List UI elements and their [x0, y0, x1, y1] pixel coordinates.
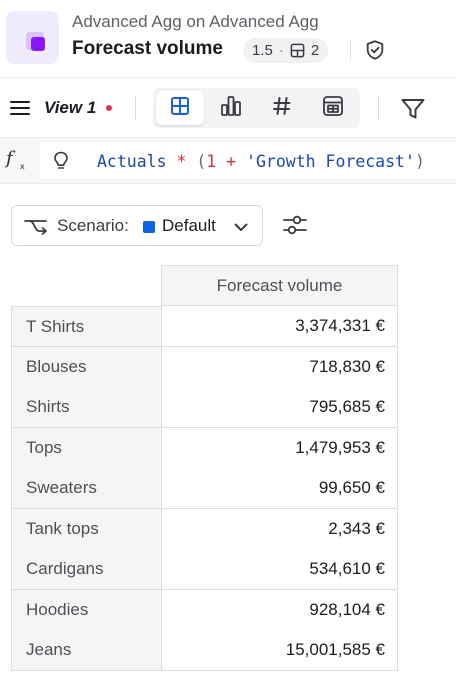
- view-mode-chart-button[interactable]: [207, 91, 255, 125]
- formula-number-literal: 1: [206, 152, 217, 171]
- table-row: Blouses 718,830 €: [11, 346, 398, 388]
- scenario-value: Default: [162, 216, 216, 235]
- row-label[interactable]: Shirts: [11, 387, 162, 428]
- sheets-icon: [290, 43, 305, 58]
- fx-icon: f: [6, 148, 13, 169]
- row-label[interactable]: T Shirts: [11, 306, 162, 347]
- toolbar-divider: [135, 96, 136, 120]
- toolbar-divider-right: [378, 96, 379, 120]
- row-value[interactable]: 2,343 €: [161, 508, 398, 550]
- version-number: 1.5: [252, 42, 273, 59]
- sliders-icon[interactable]: [282, 213, 308, 242]
- row-value[interactable]: 534,610 €: [161, 549, 398, 590]
- formula-string-literal: 'Growth Forecast': [246, 152, 415, 171]
- bar-chart-icon: [220, 95, 242, 122]
- view-mode-group: [153, 88, 360, 128]
- row-value[interactable]: 928,104 €: [161, 589, 398, 631]
- row-label[interactable]: Cardigans: [11, 549, 162, 590]
- formula-multiply-operator: *: [176, 152, 187, 171]
- formula-open-paren: (: [196, 152, 207, 171]
- chevron-down-icon: [234, 220, 248, 238]
- table-row: T Shirts 3,374,331 €: [11, 306, 398, 347]
- scenario-branch-icon: [24, 218, 48, 241]
- scenario-dropdown[interactable]: Scenario: Default: [11, 205, 263, 246]
- table-row: Cardigans 534,610 €: [11, 549, 398, 590]
- row-label[interactable]: Blouses: [11, 346, 162, 388]
- hamburger-menu-icon[interactable]: [10, 99, 30, 122]
- table-row: Jeans 15,001,585 €: [11, 630, 398, 671]
- row-label[interactable]: Hoodies: [11, 589, 162, 631]
- column-header[interactable]: Forecast volume: [161, 265, 398, 306]
- row-value[interactable]: 718,830 €: [161, 346, 398, 388]
- table-row: Hoodies 928,104 €: [11, 589, 398, 631]
- app-logo-front-square: [31, 37, 45, 51]
- table-row: Tops 1,479,953 €: [11, 427, 398, 469]
- scenario-color-swatch: [143, 221, 155, 233]
- version-pill[interactable]: 1.5 · 2: [243, 38, 329, 63]
- sheet-count: 2: [310, 42, 320, 59]
- table-row: Sweaters 99,650 €: [11, 468, 398, 509]
- view-mode-number-button[interactable]: [258, 91, 306, 125]
- formula-bar: f x Actuals * (1 + 'Growth Forecast'): [0, 138, 456, 184]
- scenario-label: Scenario:: [57, 216, 129, 235]
- table-row: Shirts 795,685 €: [11, 387, 398, 428]
- table-calc-icon: [322, 95, 344, 122]
- shield-check-icon[interactable]: [364, 39, 386, 66]
- page-subtitle: Advanced Agg on Advanced Agg: [72, 12, 319, 31]
- grid-icon: [170, 96, 190, 121]
- app-header: Advanced Agg on Advanced Agg Forecast vo…: [0, 0, 456, 78]
- row-label[interactable]: Sweaters: [11, 468, 162, 509]
- table-row: Tank tops 2,343 €: [11, 508, 398, 550]
- view-mode-grid-button[interactable]: [156, 91, 204, 125]
- fx-icon-subscript: x: [20, 162, 25, 171]
- row-value[interactable]: 1,479,953 €: [161, 427, 398, 469]
- header-divider: [350, 40, 351, 60]
- unsaved-indicator: [106, 105, 112, 111]
- row-label[interactable]: Tops: [11, 427, 162, 469]
- filter-icon[interactable]: [400, 97, 426, 126]
- formula-expression[interactable]: Actuals * (1 + 'Growth Forecast'): [97, 152, 425, 171]
- formula-close-paren: ): [414, 152, 425, 171]
- version-separator: ·: [278, 42, 284, 59]
- row-value[interactable]: 3,374,331 €: [161, 306, 398, 347]
- row-label[interactable]: Tank tops: [11, 508, 162, 550]
- view-toolbar: View 1: [0, 78, 456, 138]
- formula-input[interactable]: Actuals * (1 + 'Growth Forecast'): [40, 143, 456, 179]
- formula-plus-operator: +: [226, 152, 237, 171]
- app-logo-icon[interactable]: [6, 11, 59, 64]
- row-value[interactable]: 15,001,585 €: [161, 630, 398, 671]
- row-value[interactable]: 99,650 €: [161, 468, 398, 509]
- page-title[interactable]: Forecast volume: [72, 38, 223, 59]
- view-mode-table-calc-button[interactable]: [309, 91, 357, 125]
- formula-identifier: Actuals: [97, 152, 167, 171]
- row-value[interactable]: 795,685 €: [161, 387, 398, 428]
- row-label[interactable]: Jeans: [11, 630, 162, 671]
- number-icon: [272, 96, 292, 121]
- lightbulb-icon[interactable]: [53, 151, 69, 176]
- view-name[interactable]: View 1: [44, 98, 97, 117]
